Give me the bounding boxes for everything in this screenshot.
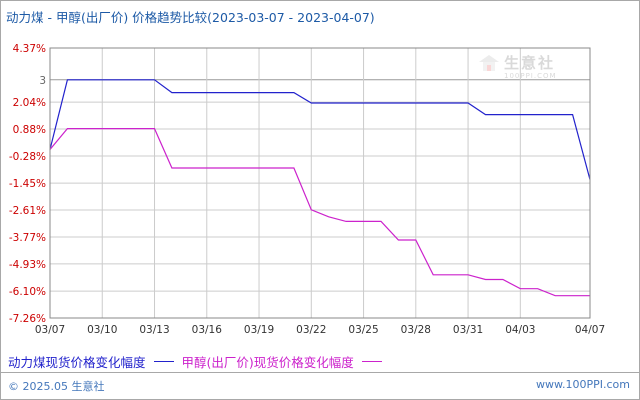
watermark-name: 生意社 [504,54,556,72]
series-line-1 [49,79,591,180]
y-tick-label: -4.93% [9,259,46,271]
legend-swatch-series-1 [153,361,174,362]
y-tick-label: -0.28% [9,151,46,163]
legend-label-series-1: 动力煤现货价格变化幅度 [8,355,146,370]
watermark-url: 100PPI.COM [504,72,557,80]
x-tick-label: 03/22 [296,324,326,336]
y-tick-label: -1.45% [9,178,46,190]
plot-border [49,47,591,319]
legend-label-series-2: 甲醇(出厂价)现货价格变化幅度 [181,355,354,370]
y-tick-label: -3.77% [9,232,46,244]
legend-swatch-series-2 [361,361,382,362]
y-tick-label: -7.26% [9,313,46,325]
y-tick-label: -6.10% [9,286,46,298]
x-tick-label: 04/03 [505,324,535,336]
y-tick-label: -2.61% [9,205,46,217]
y-tick-label: 0.88% [13,124,46,136]
x-tick-label: 03/16 [192,324,223,336]
footer-site-link[interactable]: www.100PPI.com [536,378,630,391]
footer-copyright: © 2025.05 生意社 [8,380,105,393]
x-tick-label: 03/25 [348,324,378,336]
x-tick-label: 04/07 [575,324,605,336]
x-tick-label: 03/31 [453,324,483,336]
x-tick-label: 03/13 [139,324,169,336]
y-tick-label: 3 [39,75,46,87]
y-tick-label: 2.04% [13,97,46,109]
chart-title: 动力煤 - 甲醇(出厂价) 价格趋势比较(2023-03-07 - 2023-0… [6,10,375,25]
house-icon [479,54,499,71]
x-tick-label: 03/10 [87,324,117,336]
x-tick-label: 03/07 [35,324,65,336]
x-tick-label: 03/28 [401,324,431,336]
series-line-2 [49,128,590,297]
x-tick-label: 03/19 [244,324,274,336]
footer-divider [0,372,640,373]
legend: 动力煤现货价格变化幅度 甲醇(出厂价)现货价格变化幅度 [8,352,382,371]
y-tick-label: 4.37% [13,43,46,55]
watermark-logo: 生意社 100PPI.COM [478,52,556,80]
